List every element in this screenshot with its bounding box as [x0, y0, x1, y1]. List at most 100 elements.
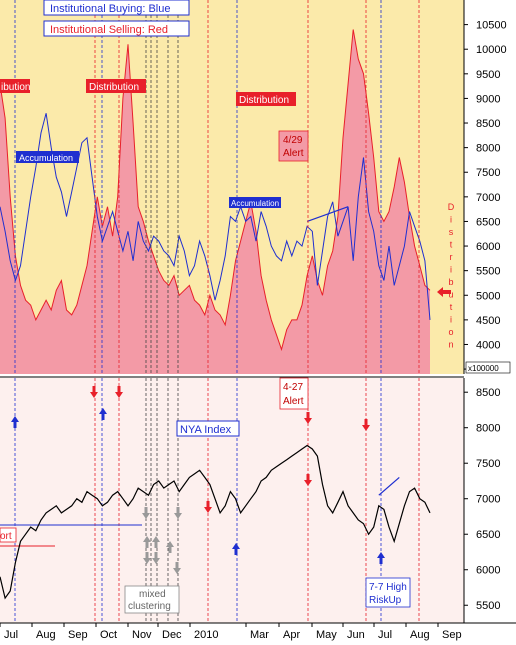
x-tick-label: Sep: [68, 629, 88, 641]
nya-title-box: [176, 420, 240, 437]
alert-429-line2: Alert: [283, 148, 304, 159]
sell-arrow: [204, 501, 212, 513]
x-tick-label: Jun: [347, 629, 365, 641]
legend-selling: Institutional Selling: Red: [50, 24, 168, 36]
mixed-arrow: [143, 536, 151, 548]
distribution-vertical-letter: o: [448, 327, 453, 337]
mixed-arrow: [152, 536, 160, 548]
x-tick-label: 2010: [194, 629, 218, 641]
distribution-vertical-letter: s: [449, 227, 454, 237]
top-y-tick-label: 4500: [476, 315, 500, 327]
top-y-tick-label: 4000: [476, 339, 500, 351]
alert-429-box: [278, 130, 309, 162]
sell-arrow: [115, 386, 123, 398]
top-trend-line: [306, 206, 349, 223]
risk-box: [365, 577, 411, 608]
x-tick-label: Aug: [36, 629, 56, 641]
top-y-tick-label: 9000: [476, 93, 500, 105]
alert-427-line1: 4-27: [283, 382, 303, 393]
left-label-box: [0, 527, 17, 543]
x-tick-label: Nov: [132, 629, 152, 641]
distribution-vertical-letter: b: [448, 277, 453, 287]
alert-427-line2: Alert: [283, 396, 304, 407]
nya-title: NYA Index: [180, 424, 232, 436]
top-red-left-arrow: [437, 287, 451, 297]
x-tick-label: Dec: [162, 629, 182, 641]
x-axis-labels: Jul Aug Sep Oct Nov Dec 2010 Mar Apr May Jun Jul Aug…: [0, 623, 462, 641]
sell-arrow: [304, 412, 312, 424]
accumulation-1-label: Accumulation: [19, 153, 73, 163]
distribution-2-label: Distribution: [239, 95, 289, 106]
x-tick-label: Jul: [4, 629, 18, 641]
distribution-left-label: ibution: [1, 82, 30, 93]
top-panel: 3500400045005000550060006500700075008000…: [0, 0, 511, 377]
left-label: ort: [0, 531, 12, 542]
distribution-vertical-letter: u: [448, 290, 453, 300]
bottom-y-tick-label: 6500: [476, 529, 500, 541]
distribution-1-label: Distribution: [89, 82, 139, 93]
distribution-vertical-letter: r: [450, 252, 453, 262]
x-tick-label: Jul: [378, 629, 392, 641]
top-y-tick-label: 5500: [476, 266, 500, 278]
legend-selling-box: [43, 20, 190, 37]
distribution-2-box: [236, 92, 296, 106]
buy-arrow: [232, 543, 240, 555]
mixed-box: [124, 585, 180, 614]
bottom-axis-bg: [464, 378, 516, 623]
x-tick-label: Apr: [283, 629, 300, 641]
x-tick-label: Aug: [410, 629, 430, 641]
mixed-arrow: [166, 541, 174, 553]
legend-buying: Institutional Buying: Blue: [50, 3, 170, 15]
scale-note: x100000: [468, 364, 499, 373]
distribution-vertical-letter: t: [450, 240, 453, 250]
top-y-tick-label: 7500: [476, 167, 500, 179]
risk-line2: RiskUp: [369, 595, 402, 606]
alert-427-box: [279, 377, 309, 410]
bottom-signal-arrows: [11, 386, 385, 574]
distribution-vertical-letter: D: [448, 202, 455, 212]
bottom-y-tick-label: 6000: [476, 565, 500, 577]
mixed-line2: clustering: [128, 601, 171, 612]
top-y-tick-label: 5000: [476, 290, 500, 302]
top-y-tick-label: 6500: [476, 216, 500, 228]
sell-arrow: [304, 474, 312, 486]
buy-arrow: [99, 408, 107, 420]
distribution-vertical-label: Distribution: [448, 202, 455, 350]
scale-note-box: [465, 361, 511, 374]
bottom-y-tick-label: 5500: [476, 600, 500, 612]
distribution-vertical-letter: n: [448, 340, 453, 350]
top-y-tick-label: 9500: [476, 69, 500, 81]
mixed-arrow: [142, 507, 150, 519]
bottom-y-tick-label: 8000: [476, 423, 500, 435]
nya-index-line: [0, 444, 431, 600]
distribution-vertical-letter: t: [450, 302, 453, 312]
top-y-tick-label: 6000: [476, 241, 500, 253]
buying-line: [0, 113, 431, 320]
mixed-arrow: [143, 552, 151, 564]
top-y-tick-label: 8500: [476, 118, 500, 130]
alert-429-line1: 4/29: [283, 135, 303, 146]
sell-arrow: [90, 386, 98, 398]
mixed-arrow: [152, 552, 160, 564]
top-y-tick-label: 10500: [476, 20, 507, 32]
bottom-y-tick-label: 7500: [476, 458, 500, 470]
top-vertical-lines: [14, 0, 420, 374]
top-y-tick-label: 7000: [476, 192, 500, 204]
distribution-left-box: [0, 79, 30, 93]
bottom-trend-line: [378, 476, 400, 496]
x-tick-label: Sep: [442, 629, 462, 641]
accumulation-1-box: [16, 151, 79, 163]
accumulation-2-box: [229, 197, 281, 208]
x-tick-label: Mar: [250, 629, 269, 641]
top-y-ticks: 3500400045005000550060006500700075008000…: [464, 20, 507, 376]
distribution-1-box: [86, 79, 146, 93]
mixed-arrow: [173, 562, 181, 574]
selling-line: [0, 29, 431, 352]
buy-arrow: [11, 416, 19, 428]
sell-arrow: [362, 419, 370, 431]
bottom-y-tick-label: 7000: [476, 494, 500, 506]
legend-buying-box: [43, 0, 190, 16]
buy-arrow: [377, 552, 385, 564]
accumulation-2-label: Accumulation: [231, 199, 279, 208]
